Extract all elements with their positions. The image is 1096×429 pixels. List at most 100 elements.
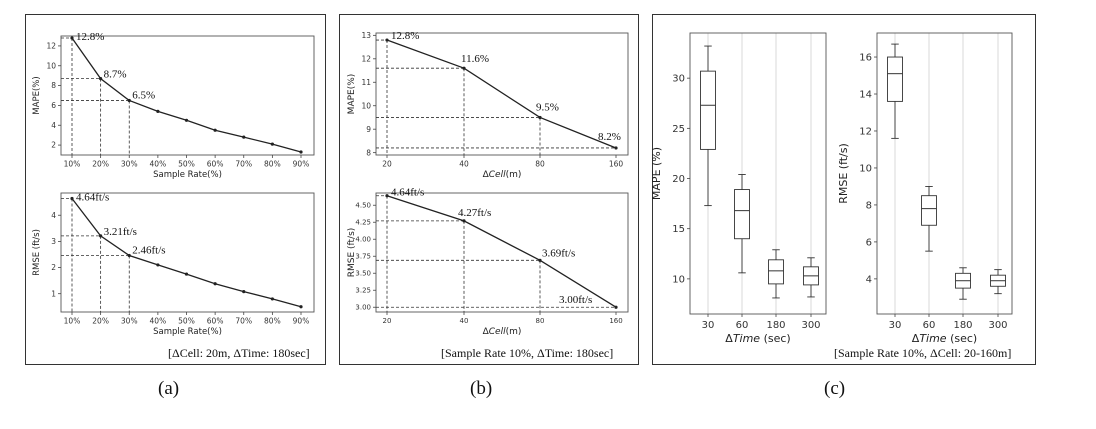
data-point <box>127 98 131 103</box>
x-tick-label: 20% <box>92 317 109 326</box>
data-point <box>538 115 542 120</box>
data-label: 11.6% <box>461 53 489 65</box>
plot-frame <box>375 192 629 313</box>
y-tick-label: 3 <box>51 237 56 246</box>
y-tick-label: 14 <box>859 90 872 101</box>
y-tick-label: 3.25 <box>355 287 371 295</box>
y-tick-label: 9 <box>366 125 371 134</box>
series-line <box>386 39 617 149</box>
x-tick-label: 10% <box>64 317 81 326</box>
data-point <box>156 263 160 267</box>
y-tick-label: 4 <box>866 274 872 285</box>
x-tick-label: 10% <box>64 160 81 169</box>
data-label: 12.8% <box>391 30 419 42</box>
y-tick-label: 1 <box>51 289 56 298</box>
data-label: 9.5% <box>536 101 559 113</box>
box <box>921 195 937 226</box>
data-point <box>299 150 303 154</box>
x-tick-label: 300 <box>801 320 820 331</box>
x-axis-label: ΔTime (sec) <box>725 332 790 345</box>
plot-frame <box>60 35 315 156</box>
x-axis-label: ΔCell(m) <box>483 327 522 337</box>
y-tick-label: 3.50 <box>355 270 371 278</box>
panel-c-caption: [Sample Rate 10%, ΔCell: 20-160m] <box>834 346 1012 360</box>
x-axis-label: Sample Rate(%) <box>153 327 222 337</box>
x-tick-label: 30 <box>889 320 902 331</box>
data-label: 4.27ft/s <box>458 207 491 219</box>
x-tick-label: 40 <box>459 160 469 169</box>
data-label: 3.21ft/s <box>104 226 137 238</box>
y-tick-label: 16 <box>859 53 872 64</box>
x-tick-label: 30 <box>702 320 715 331</box>
y-tick-label: 4.00 <box>355 236 371 244</box>
data-point <box>184 118 189 122</box>
x-tick-label: 180 <box>766 320 785 331</box>
data-point <box>70 36 74 40</box>
data-point <box>299 305 303 309</box>
data-label: 3.69ft/s <box>542 247 575 259</box>
data-point <box>213 282 217 286</box>
panel-b-label: (b) <box>470 378 493 399</box>
x-tick-label: 70% <box>235 160 252 169</box>
x-axis-label: ΔCell(m) <box>483 170 522 180</box>
x-axis-label: ΔTime (sec) <box>912 332 977 345</box>
data-label: 6.5% <box>132 89 155 101</box>
data-point <box>614 146 618 150</box>
data-point <box>385 194 389 198</box>
data-label: 4.64ft/s <box>391 187 424 199</box>
data-label: 8.7% <box>104 69 127 81</box>
plot-frame <box>60 192 315 313</box>
x-tick-label: 90% <box>293 160 310 169</box>
x-tick-label: 40% <box>150 317 167 326</box>
y-axis-label: RMSE (ft/s) <box>837 143 850 204</box>
x-tick-label: 80 <box>536 317 545 325</box>
data-point <box>538 258 542 262</box>
box <box>700 70 716 150</box>
x-tick-label: 80% <box>264 317 281 326</box>
x-tick-label: 70% <box>235 317 252 326</box>
y-tick-label: 6 <box>51 101 56 110</box>
y-tick-label: 10 <box>46 61 56 70</box>
x-tick-label: 20 <box>383 317 392 325</box>
data-point <box>99 77 103 81</box>
data-point <box>385 38 389 42</box>
y-tick-label: 10 <box>672 274 685 285</box>
y-tick-label: 4.25 <box>355 219 371 227</box>
y-tick-label: 12 <box>859 126 872 137</box>
x-tick-label: 60 <box>923 320 936 331</box>
x-tick-label: 50% <box>178 317 195 326</box>
plot-frame <box>689 32 827 315</box>
series-line <box>386 195 617 308</box>
x-tick-label: 20 <box>382 160 392 169</box>
x-tick-label: 40% <box>150 160 167 169</box>
panel-b-frame <box>339 14 639 365</box>
x-tick-label: 160 <box>609 317 622 325</box>
y-tick-label: 12 <box>361 54 371 63</box>
data-label: 3.00ft/s <box>559 294 592 306</box>
y-tick-label: 8 <box>366 148 371 157</box>
y-axis-label: RMSE (ft/s) <box>347 228 357 278</box>
box <box>887 56 903 102</box>
x-tick-label: 50% <box>178 160 195 169</box>
y-tick-label: 10 <box>859 163 872 174</box>
x-tick-label: 180 <box>953 320 972 331</box>
x-tick-label: 60 <box>736 320 749 331</box>
y-tick-label: 6 <box>866 237 872 248</box>
panel-a-frame <box>25 14 326 365</box>
y-tick-label: 4 <box>51 121 56 130</box>
y-axis-label: RMSE (ft/s) <box>32 229 42 276</box>
x-tick-label: 90% <box>293 317 310 326</box>
panel-b-caption: [Sample Rate 10%, ΔTime: 180sec] <box>441 346 614 360</box>
data-point <box>462 219 466 223</box>
y-tick-label: 15 <box>672 224 685 235</box>
y-axis-label: MAPE (%) <box>650 147 663 200</box>
data-label: 4.64ft/s <box>76 191 109 203</box>
x-tick-label: 40 <box>460 317 469 325</box>
x-tick-label: 300 <box>988 320 1007 331</box>
x-tick-label: 30% <box>121 160 138 169</box>
y-axis-label: MAPE(%) <box>32 76 42 114</box>
x-tick-label: 80% <box>264 160 281 169</box>
